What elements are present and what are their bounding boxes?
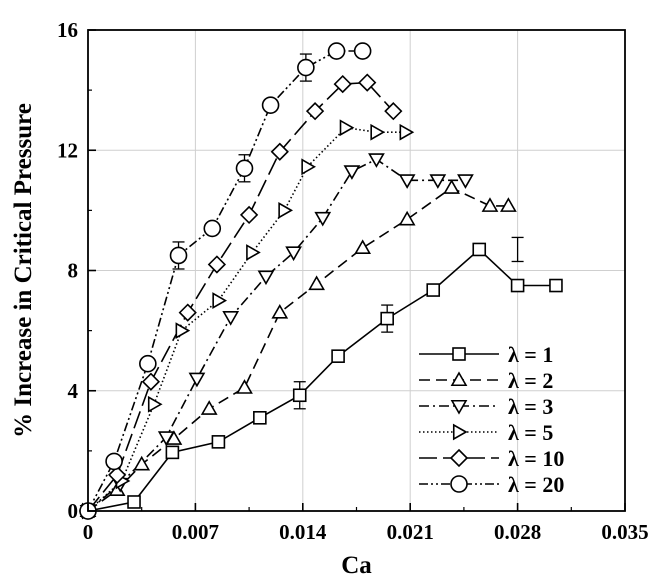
tick-labels: 0 0.007 0.014 0.021 0.028 0.035 0 4 8 12 16 [57,18,649,544]
series-1-point [211,435,226,449]
series-4-point [339,119,355,137]
series-3-point [188,372,206,388]
series-3-point [314,211,332,227]
legend-marker-2 [450,371,468,387]
y-axis-title: % Increase in Critical Pressure [10,103,37,438]
x-tick-label: 0 [83,520,94,544]
series-3-point [157,431,175,446]
series-5-point [178,303,197,322]
series-5-point [270,142,289,161]
series-1-point [331,349,345,363]
series-4-point [212,292,228,309]
y-tick-label: 8 [68,259,79,283]
series-3-point [222,311,240,326]
series-3-point [398,174,416,189]
legend: λ = 1λ = 2λ = 3λ = 5λ = 10λ = 20 [419,342,564,497]
series-1-point [253,411,267,425]
marker-layer [78,42,563,521]
series-6-point [203,219,222,238]
series-1-point [472,242,487,257]
legend-label-5: λ = 10 [508,446,564,471]
series-4-point [175,322,191,340]
series-6-point [169,246,188,265]
series-1-point [510,278,525,293]
y-tick-label: 12 [57,138,78,162]
series-5-point [239,205,259,225]
series-6-point [261,96,280,114]
series-1-point [127,495,141,509]
series-1-point [380,311,394,326]
series-6-point [297,58,315,77]
legend-label-1: λ = 1 [508,342,553,367]
series-2-point [481,197,499,212]
error-bar-layer [172,53,524,410]
x-tick-label: 0.007 [172,520,219,544]
legend-marker-1 [452,347,466,361]
series-2-point [200,400,218,415]
series-2-point [500,197,517,212]
series-4-point [246,244,261,261]
legend-marker-3 [450,399,468,415]
y-tick-label: 4 [68,379,79,403]
series-4-point [370,123,386,141]
series-5-point [141,372,161,391]
series-5-point [305,102,325,121]
series-3-point [457,174,474,189]
y-tick-label: 0 [68,499,79,523]
legend-marker-4 [452,423,468,441]
x-tick-label: 0.014 [279,520,327,544]
series-1-point [165,445,180,460]
series-2-point [271,303,289,319]
series-2-point [398,210,416,226]
legend-marker-6 [450,475,468,493]
axis-ticks [87,29,626,512]
series-line-2 [87,186,509,512]
series-6-point [105,452,123,471]
legend-label-3: λ = 3 [508,394,553,419]
series-1-point [292,388,307,403]
series-2-point [308,275,325,291]
series-1-point [426,283,441,297]
series-5-point [384,102,403,121]
series-layer [87,50,556,512]
legend-marker-5 [449,448,469,468]
series-4-point [301,158,317,176]
series-6-point [139,354,157,373]
series-2-point [354,239,372,255]
series-1-point [549,278,563,293]
x-axis-title: Ca [341,552,372,579]
series-4-point [278,201,294,219]
series-4-point [399,123,415,141]
series-4-point [147,395,163,413]
series-3-point [368,153,385,168]
series-5-point [207,255,227,274]
series-6-point [327,42,346,60]
series-line-3 [87,158,466,512]
series-5-point [333,74,352,94]
x-tick-label: 0.035 [601,520,648,544]
legend-label-6: λ = 20 [508,472,564,497]
series-5-point [358,73,377,92]
x-tick-label: 0.028 [494,520,541,544]
x-tick-label: 0.021 [387,520,434,544]
series-3-point [285,246,302,262]
series-3-point [343,165,361,180]
series-6-point [353,42,372,60]
series-2-point [443,179,461,194]
series-5-point [108,465,127,485]
series-3-point [429,174,447,189]
series-3-point [257,270,275,286]
y-tick-label: 16 [57,18,78,42]
series-line-4 [87,126,406,512]
legend-label-2: λ = 2 [508,368,553,393]
series-6-point [235,159,254,178]
series-2-point [236,379,253,394]
series-line-5 [87,81,394,512]
series-2-point [133,455,151,471]
legend-label-4: λ = 5 [508,420,553,445]
